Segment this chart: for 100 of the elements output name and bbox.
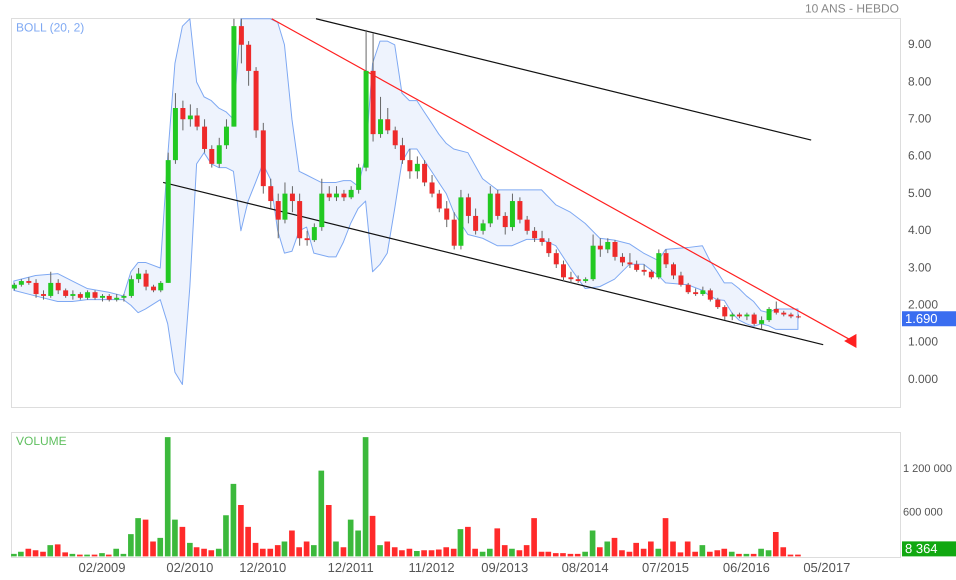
bar: [282, 541, 288, 556]
x-tick-label: 12/2010: [239, 560, 286, 575]
y-tick-label: 4.00: [908, 223, 932, 238]
candlestick: [224, 118, 229, 150]
candlestick: [326, 186, 332, 202]
candlestick: [348, 186, 354, 200]
candlestick: [598, 238, 603, 258]
candlestick: [560, 260, 566, 282]
x-tick-label: 12/2011: [328, 560, 374, 575]
bar: [700, 545, 706, 556]
candlestick: [495, 189, 500, 220]
bar: [311, 545, 317, 556]
candlestick: [378, 96, 384, 138]
candlestick: [612, 240, 618, 262]
bar: [582, 552, 588, 556]
candlestick: [356, 163, 362, 194]
candlestick: [430, 174, 435, 198]
y-tick-label: 8.00: [908, 74, 932, 88]
candlestick: [158, 280, 164, 293]
y-tick-label: 3.00: [908, 260, 932, 274]
y-tick-label: 6.00: [908, 148, 932, 163]
bar: [590, 530, 596, 556]
candlestick: [436, 189, 442, 213]
candlestick: [532, 226, 538, 242]
candlestick: [400, 137, 405, 164]
candlestick: [392, 126, 398, 150]
candlestick: [722, 304, 728, 321]
y-tick-label: 1.000: [908, 334, 938, 349]
candlestick: [128, 274, 134, 298]
candlestick: [759, 316, 764, 330]
candlestick: [341, 189, 346, 202]
candlestick: [605, 238, 610, 254]
candlestick: [766, 306, 772, 322]
candlestick: [180, 100, 186, 131]
candlestick: [238, 18, 244, 64]
x-tick-label: 02/2009: [78, 560, 126, 575]
candlestick: [517, 196, 522, 224]
bar: [99, 553, 105, 556]
candlestick: [502, 212, 508, 236]
candlestick: [480, 219, 486, 236]
candlestick: [444, 200, 450, 228]
candlestick: [524, 215, 530, 236]
bar: [772, 532, 779, 556]
candlestick: [634, 260, 640, 272]
candlestick: [715, 297, 720, 310]
candlestick: [540, 230, 545, 246]
candlestick: [216, 137, 222, 168]
candlestick: [92, 290, 98, 300]
bar: [362, 437, 368, 556]
candlestick: [41, 290, 46, 300]
candlestick: [774, 301, 779, 316]
bar: [157, 538, 164, 556]
candlestick: [290, 186, 295, 213]
bar: [348, 520, 354, 556]
x-tick-label: 02/2010: [166, 560, 214, 575]
bar: [180, 526, 186, 556]
bar: [238, 504, 244, 556]
text: 8 364: [905, 540, 938, 556]
bar: [128, 534, 134, 556]
y-tick-label: 5.00: [908, 186, 932, 200]
y-tick-label: 0.000: [908, 372, 938, 386]
candlestick: [85, 290, 90, 300]
candlestick: [276, 193, 281, 239]
candlestick: [268, 178, 274, 209]
chart-subtitle: 10 ANS - HEBDO: [804, 1, 899, 16]
bar: [458, 529, 464, 556]
x-tick-label: 09/2013: [481, 560, 528, 575]
candlestick: [414, 156, 420, 180]
bar: [370, 516, 376, 556]
candlestick: [554, 248, 559, 269]
candlestick: [136, 268, 142, 284]
candlestick: [48, 271, 54, 298]
candlestick: [708, 288, 713, 302]
y-tick-label: 600 000: [903, 506, 943, 519]
bar: [47, 545, 54, 556]
bar: [465, 526, 471, 556]
bar: [355, 530, 361, 556]
candlestick: [648, 269, 654, 280]
y-tick-label: 7.00: [908, 112, 932, 126]
bar: [524, 545, 530, 556]
bar: [502, 545, 508, 556]
y-tick-label: 9.00: [908, 37, 932, 52]
candlestick: [670, 262, 676, 280]
bar: [54, 544, 61, 556]
candlestick: [466, 193, 471, 224]
chart-title: VOLUME: [16, 434, 67, 448]
candlestick: [686, 282, 691, 295]
candlestick: [334, 186, 339, 202]
candlestick: [209, 144, 214, 168]
bar: [340, 547, 346, 556]
bar: [596, 547, 603, 556]
candlestick: [144, 269, 149, 291]
candlestick: [546, 238, 552, 258]
candlestick: [34, 278, 39, 298]
candlestick: [70, 290, 76, 300]
bar: [494, 528, 500, 556]
candlestick: [627, 252, 632, 269]
bar: [318, 470, 324, 556]
x-tick-label: 08/2014: [562, 560, 609, 575]
bar: [384, 541, 390, 556]
